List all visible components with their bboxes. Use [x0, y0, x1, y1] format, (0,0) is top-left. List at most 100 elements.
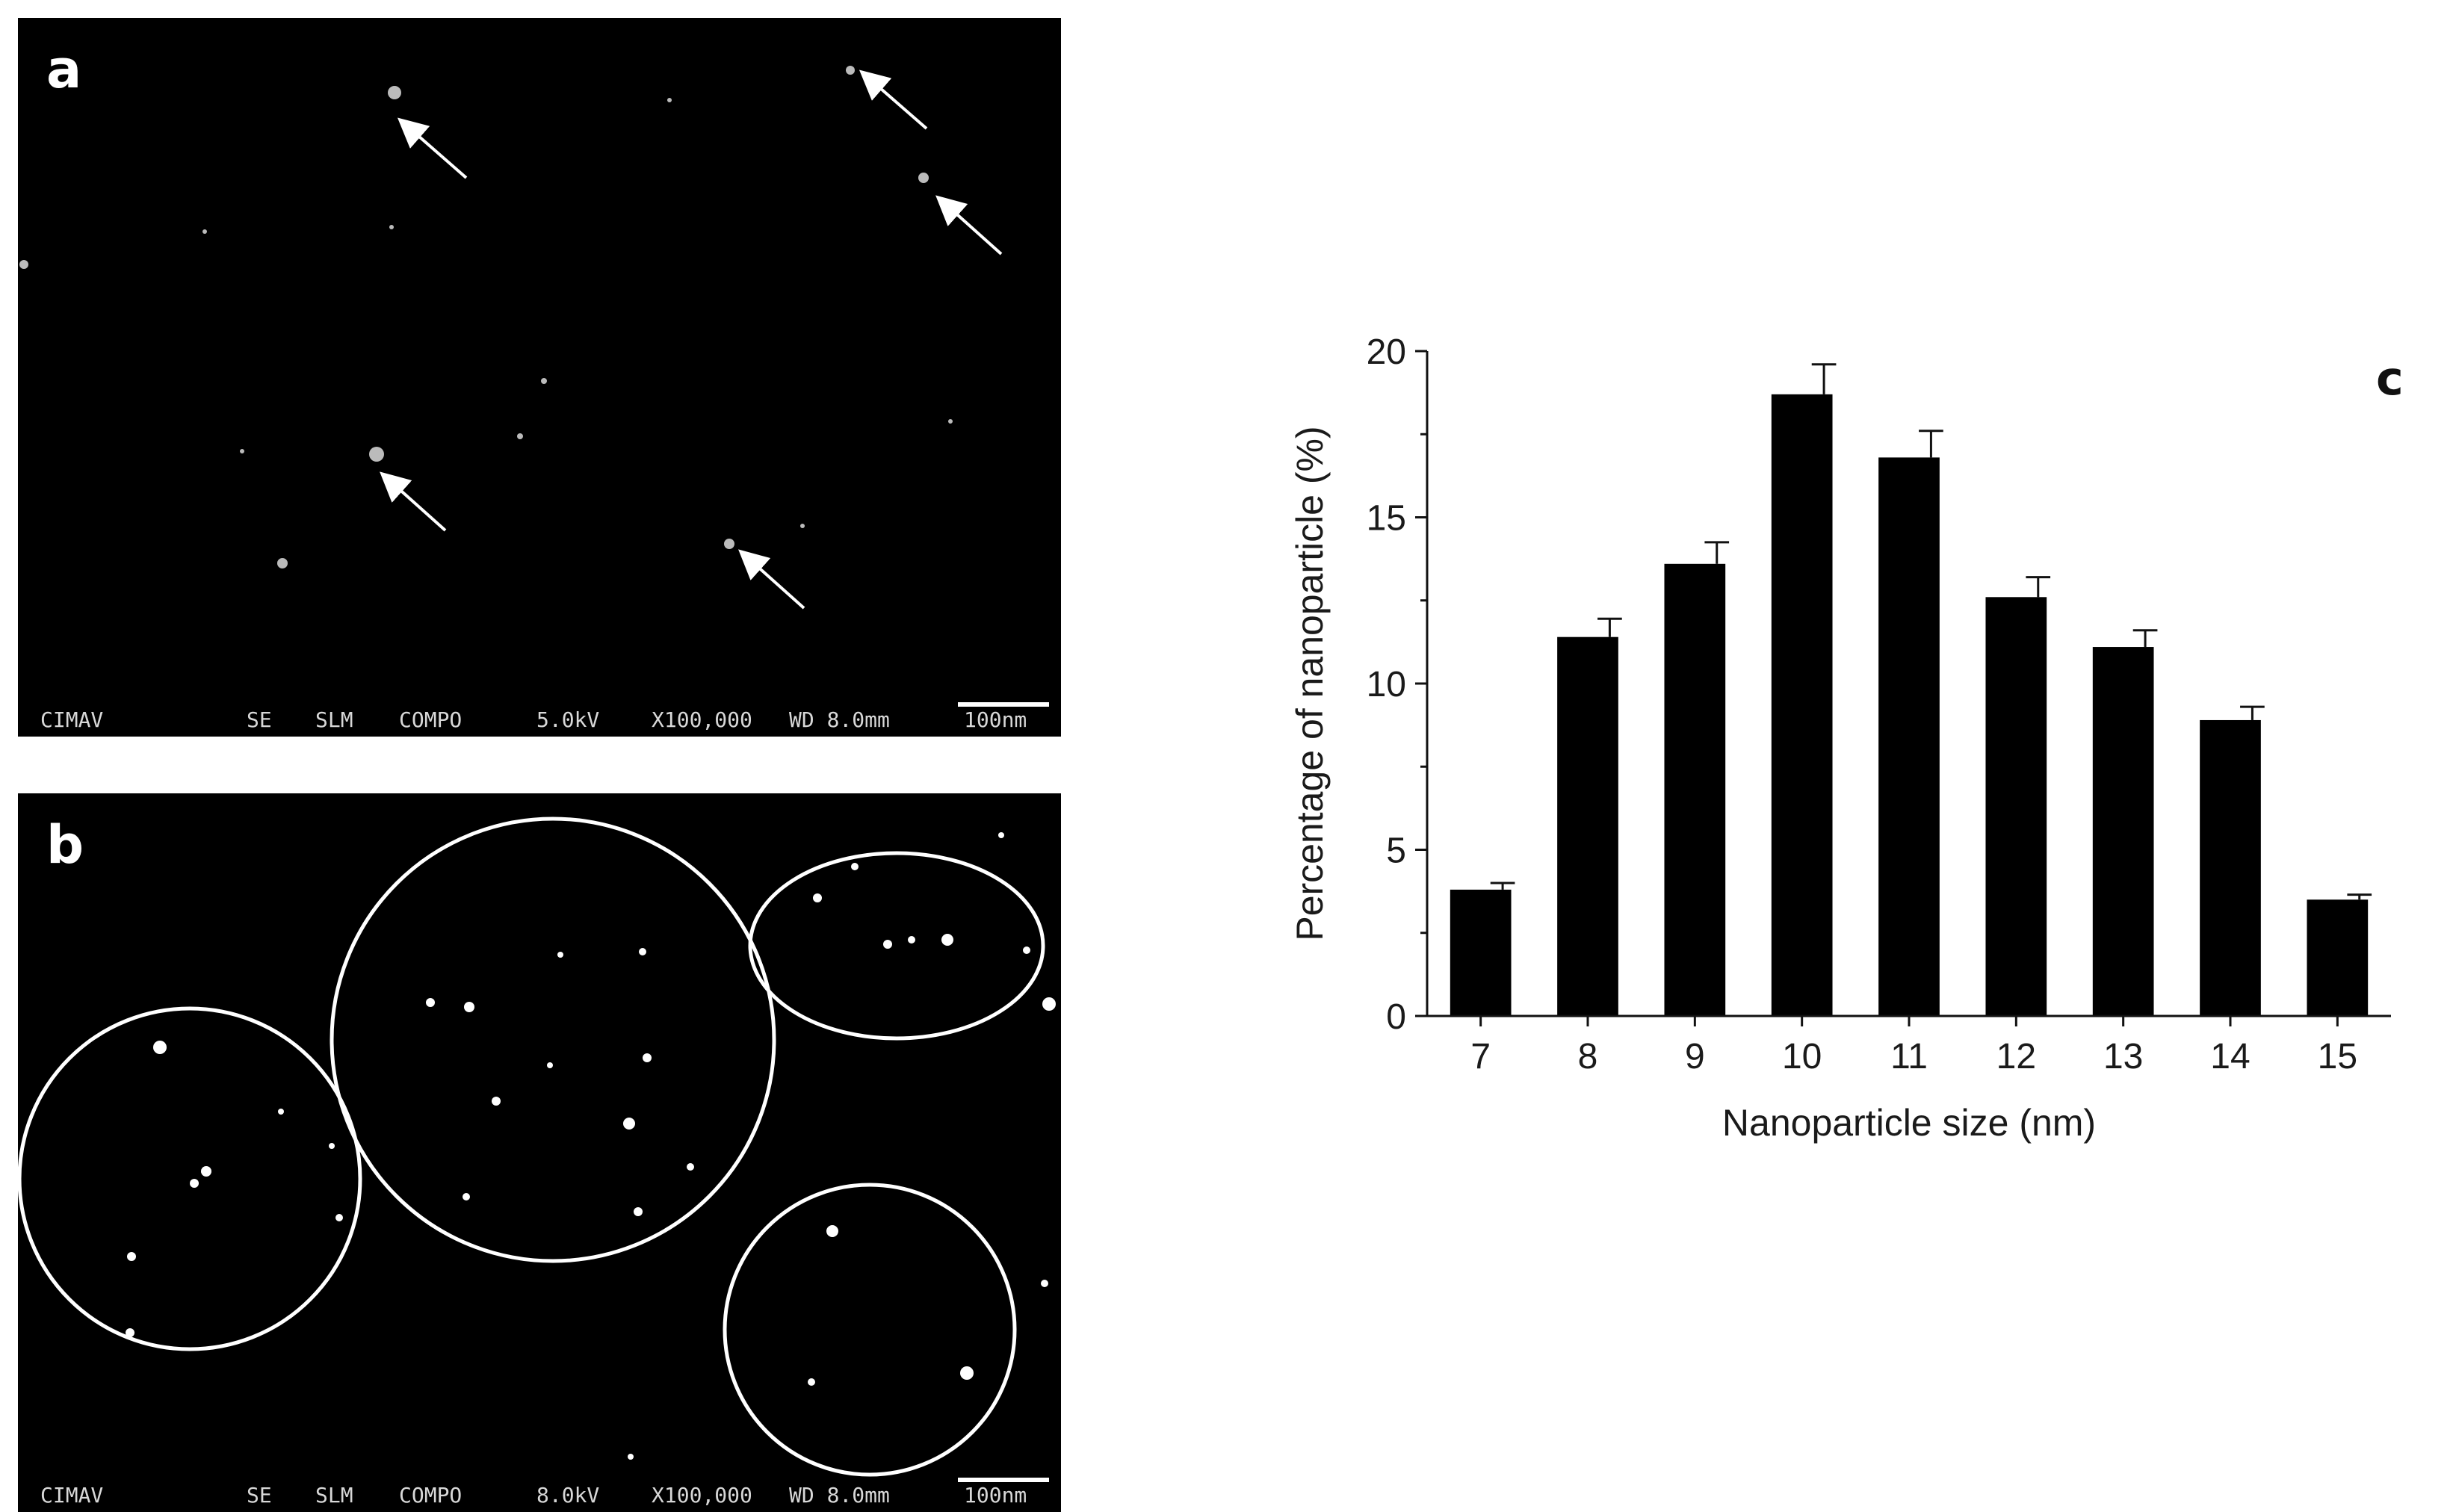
arrow-icon	[859, 69, 928, 130]
sem-magnification: X100,000	[652, 1483, 752, 1508]
particle	[389, 225, 394, 229]
particle	[190, 1179, 199, 1188]
particle	[369, 447, 384, 462]
particle	[634, 1207, 643, 1216]
x-tick-label: 9	[1685, 1037, 1705, 1076]
particle	[724, 539, 734, 549]
error-bar-8	[1597, 617, 1622, 637]
y-tick-label: 20	[1367, 332, 1406, 372]
sem-voltage: 8.0kV	[536, 1483, 600, 1508]
y-tick-label: 15	[1367, 499, 1406, 539]
particle	[19, 260, 28, 269]
sem-mode-2: SLM	[315, 1483, 353, 1508]
sem-image-b: b CIMAV SE SLM COMPO 8.0kV X100,000 WD 8…	[18, 793, 1061, 1512]
x-tick-label: 14	[2210, 1037, 2250, 1076]
particle	[464, 1002, 474, 1012]
particle	[639, 948, 646, 955]
arrow-icon	[380, 471, 447, 532]
cluster-circle	[723, 1183, 1017, 1477]
x-tick-label: 12	[1996, 1037, 2036, 1076]
panel-label-c: c	[2376, 351, 2404, 406]
cluster-circles	[18, 817, 1045, 1477]
sem-mode-1: SE	[247, 707, 272, 732]
bar-7	[1450, 889, 1512, 1016]
size-distribution-chart: 0 5 10 15 20 7 8 9 10 11 12 13 14 15 Nanoparticle si…	[1289, 332, 2391, 1144]
particle	[826, 1225, 838, 1237]
sem-image-a: a CIMAV SE SLM COMPO 5.0kV X100,000 WD 8…	[18, 18, 1061, 737]
particle	[329, 1143, 335, 1149]
x-tick-label: 13	[2103, 1037, 2143, 1076]
particle	[240, 449, 244, 453]
cluster-circle	[18, 1006, 362, 1351]
bar-10	[1771, 394, 1833, 1016]
particle	[278, 1109, 284, 1115]
particle	[851, 863, 859, 870]
sem-info-bar-b: CIMAV SE SLM COMPO 8.0kV X100,000 WD 8.0…	[18, 1476, 1061, 1512]
x-tick-label: 15	[2318, 1037, 2357, 1076]
particle	[941, 934, 953, 946]
particle	[388, 86, 401, 99]
particle	[800, 524, 805, 528]
x-tick-labels: 7 8 9 10 11 12 13 14 15	[1470, 1037, 2357, 1076]
particle	[547, 1062, 553, 1068]
cluster-circle	[748, 851, 1045, 1041]
particle	[492, 1097, 501, 1106]
particle	[918, 173, 929, 183]
x-tick-label: 8	[1578, 1037, 1598, 1076]
particle	[908, 936, 915, 944]
particle	[643, 1053, 652, 1062]
particle	[1023, 946, 1030, 954]
y-axis-label: Percentage of nanoparticle (%)	[1289, 426, 1331, 941]
sem-mode-1: SE	[247, 1483, 272, 1508]
particle	[687, 1163, 694, 1171]
x-tick-label: 10	[1782, 1037, 1822, 1076]
error-bar-12	[2026, 576, 2051, 598]
cluster-circle	[330, 817, 776, 1263]
sem-info-bar-a: CIMAV SE SLM COMPO 5.0kV X100,000 WD 8.0…	[18, 701, 1061, 737]
sem-image-a-particles	[19, 66, 1003, 610]
error-bar-13	[2132, 629, 2158, 648]
particle	[813, 893, 822, 902]
sem-working-distance: WD 8.0mm	[789, 707, 890, 732]
particle	[202, 229, 207, 234]
particle	[998, 832, 1004, 838]
sem-mode-3: COMPO	[399, 707, 463, 732]
particle	[846, 66, 855, 75]
particle	[153, 1041, 167, 1054]
error-bar-10	[1811, 363, 1837, 394]
bar-15	[2307, 899, 2369, 1016]
sem-mode-2: SLM	[315, 707, 353, 732]
particle	[426, 998, 435, 1007]
particle	[1041, 1280, 1048, 1287]
particle	[127, 1252, 136, 1261]
sem-working-distance: WD 8.0mm	[789, 1483, 890, 1508]
particle	[667, 98, 672, 102]
error-bar-group	[1490, 363, 2372, 900]
particle	[277, 558, 288, 568]
particle	[948, 419, 953, 424]
arrow-icon	[738, 549, 805, 610]
particle	[883, 940, 892, 949]
sem-image-b-particles	[18, 817, 1056, 1477]
bar-group	[1450, 394, 2369, 1016]
sem-scale-label: 100nm	[964, 1483, 1027, 1508]
bar-14	[2200, 719, 2261, 1016]
x-tick-label: 11	[1890, 1037, 1928, 1076]
sem-lab: CIMAV	[40, 707, 104, 732]
x-axis-label: Nanoparticle size (nm)	[1722, 1102, 2096, 1144]
error-bar-15	[2347, 893, 2372, 900]
particle	[628, 1454, 634, 1460]
particle	[517, 433, 523, 439]
bar-12	[1985, 597, 2047, 1016]
axes	[1415, 350, 2391, 1026]
bar-11	[1878, 457, 1940, 1016]
arrow-icon	[935, 195, 1003, 255]
scale-bar	[958, 702, 1049, 707]
particle	[335, 1214, 343, 1221]
error-bar-11	[1919, 430, 1943, 458]
sem-voltage: 5.0kV	[536, 707, 600, 732]
error-bar-7	[1490, 882, 1515, 890]
sem-magnification: X100,000	[652, 707, 752, 732]
sem-mode-3: COMPO	[399, 1483, 463, 1508]
y-tick-label: 5	[1386, 831, 1406, 871]
